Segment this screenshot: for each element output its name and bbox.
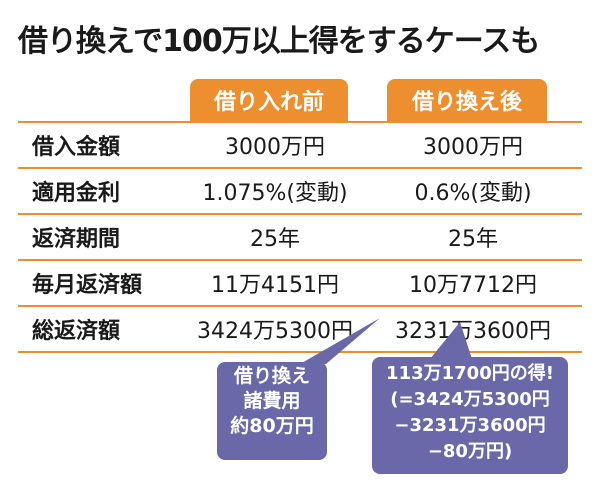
column-header-before: 借り入れ前 [190,79,348,121]
fees-callout-line: 約80万円 [230,415,314,437]
table-row: 毎月返済額 11万4151円 10万7712円 [18,259,582,305]
table-row: 適用金利 1.075%(変動) 0.6%(変動) [18,167,582,213]
savings-callout-line: (=3424万5300円 [390,389,550,410]
row-label: 借入金額 [32,135,121,160]
savings-callout-line: −80万円) [427,441,513,462]
value-before: 11万4151円 [211,273,339,298]
value-before: 3424万5300円 [197,319,353,344]
fees-callout-line: 諸費用 [243,390,301,412]
value-before: 1.075%(変動) [202,181,348,206]
row-label: 適用金利 [32,181,121,206]
column-header-after: 借り換え後 [387,79,547,121]
row-label: 毎月返済額 [32,273,143,298]
fees-callout-tail [300,318,380,364]
row-label: 総返済額 [32,319,121,344]
value-after: 10万7712円 [409,273,537,298]
value-before: 3000万円 [225,135,325,160]
fees-callout-line: 借り換え [233,365,310,387]
value-after: 3000万円 [423,135,523,160]
table-row: 返済期間 25年 25年 [18,213,582,259]
savings-callout-tail [430,322,472,359]
value-after: 0.6%(変動) [414,181,532,206]
savings-callout-line: −3231万3600円 [394,415,546,436]
value-before: 25年 [250,227,300,252]
page-title: 借り換えで100万以上得をするケースも [18,24,540,59]
savings-callout-line: 113万1700円の得! [386,363,554,384]
fees-callout: 借り換え 諸費用 約80万円 [217,362,327,460]
table-row: 総返済額 3424万5300円 3231万3600円 [18,305,582,353]
value-after: 25年 [448,227,498,252]
table-row: 借入金額 3000万円 3000万円 [18,121,582,167]
savings-callout: 113万1700円の得! (=3424万5300円 −3231万3600円 −8… [372,357,568,474]
value-after: 3231万3600円 [395,319,551,344]
row-label: 返済期間 [32,227,121,252]
